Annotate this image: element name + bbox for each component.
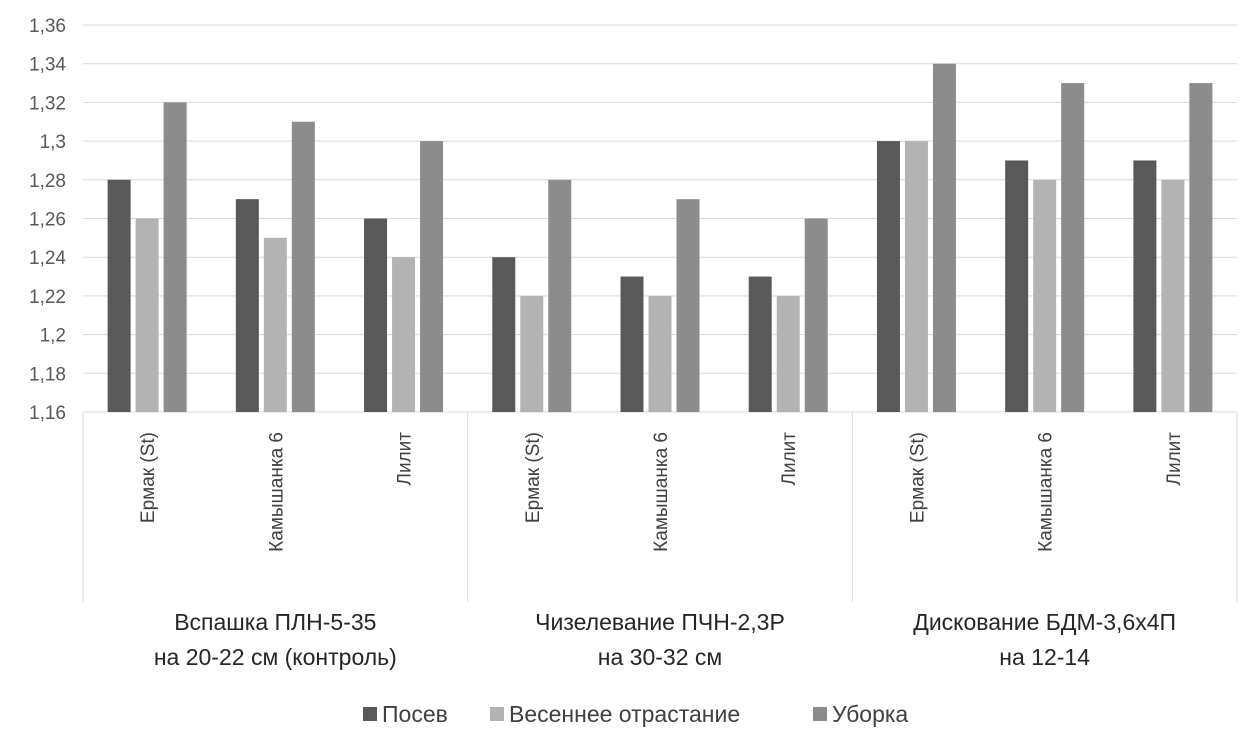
bar: [676, 199, 700, 412]
bar: [1033, 179, 1057, 412]
bar: [904, 141, 928, 412]
legend-label: Уборка: [832, 701, 908, 727]
y-tick-label: 1,16: [29, 403, 66, 424]
y-tick-label: 1,3: [40, 132, 66, 153]
bar: [804, 218, 828, 412]
x-category-label: Камышанка 6: [1036, 432, 1057, 552]
y-tick-label: 1,34: [29, 55, 66, 76]
bar: [1133, 160, 1157, 412]
x-category-label: Ермак (St): [138, 432, 159, 523]
y-tick-label: 1,36: [29, 16, 66, 37]
bar: [648, 295, 672, 412]
x-group-label: на 20-22 см (контроль): [154, 644, 397, 670]
y-tick-label: 1,22: [29, 287, 66, 308]
legend-label: Посев: [382, 701, 448, 727]
bar: [748, 276, 772, 412]
legend-label: Весеннее отрастание: [509, 701, 740, 727]
bar: [235, 199, 259, 412]
bar: [492, 257, 516, 412]
legend-swatch: [490, 707, 504, 721]
bar: [1189, 83, 1213, 413]
bar: [291, 121, 315, 412]
y-tick-label: 1,28: [29, 171, 66, 192]
x-group-label: Чизелевание ПЧН-2,3Р: [535, 609, 785, 635]
y-tick-label: 1,26: [29, 210, 66, 231]
bar: [135, 218, 159, 412]
x-group-label: на 30-32 см: [598, 644, 722, 670]
x-category-label: Ермак (St): [523, 432, 544, 523]
bar: [1161, 179, 1185, 412]
y-tick-label: 1,2: [40, 326, 66, 347]
x-category-label: Лилит: [779, 432, 800, 486]
y-tick-label: 1,18: [29, 364, 66, 385]
legend-swatch: [813, 707, 827, 721]
bar: [520, 295, 544, 412]
x-group-label: на 12-14: [999, 644, 1090, 670]
x-category-label: Лилит: [395, 432, 416, 486]
bar: [548, 179, 572, 412]
x-category-label: Камышанка 6: [266, 432, 287, 552]
bar: [620, 276, 644, 412]
bar: [932, 63, 956, 412]
bar: [263, 237, 287, 412]
bar: [1061, 83, 1085, 413]
bar: [1005, 160, 1029, 412]
y-tick-label: 1,24: [29, 248, 66, 269]
y-tick-label: 1,32: [29, 93, 66, 114]
bar: [420, 141, 444, 412]
x-category-label: Камышанка 6: [651, 432, 672, 552]
bar: [776, 295, 800, 412]
x-category-label: Лилит: [1164, 432, 1185, 486]
bar: [163, 102, 187, 413]
x-group-label: Дискование БДМ-3,6х4П: [913, 609, 1176, 635]
bar: [392, 257, 416, 412]
x-category-label: Ермак (St): [907, 432, 928, 523]
bar: [876, 141, 900, 412]
bar: [364, 218, 388, 412]
bar: [107, 179, 131, 412]
legend-swatch: [363, 707, 377, 721]
x-group-label: Вспашка ПЛН-5-35: [174, 609, 376, 635]
